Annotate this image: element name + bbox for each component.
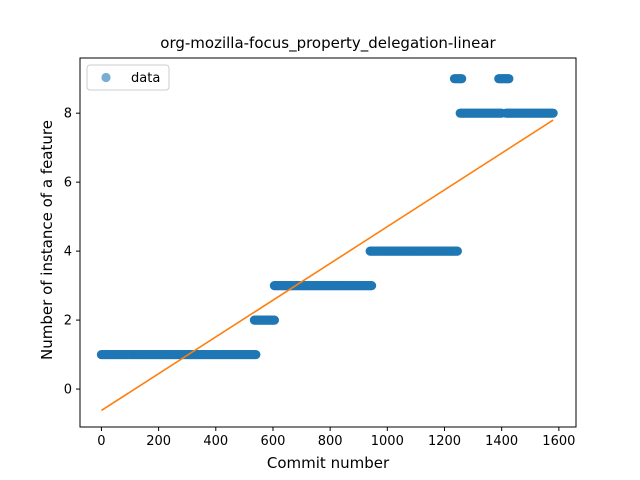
y-tick-label: 0	[64, 383, 72, 398]
x-tick-label: 1200	[428, 434, 461, 449]
legend: data	[86, 64, 170, 91]
y-tick-label: 2	[64, 314, 72, 329]
chart-title: org-mozilla-focus_property_delegation-li…	[160, 34, 496, 53]
plot-area: 0 200 400 600 800 1000 1200 1400 1600 0 2 4 6 8	[64, 57, 577, 449]
legend-box	[86, 64, 170, 91]
x-tick-label: 1600	[542, 434, 575, 449]
data-point	[269, 315, 279, 325]
x-tick-label: 400	[203, 434, 228, 449]
x-tick-label: 200	[146, 434, 171, 449]
x-tick-label: 1000	[371, 434, 404, 449]
data-point	[504, 74, 514, 84]
y-axis-label: Number of instance of a feature	[38, 120, 56, 360]
plot-frame	[79, 57, 577, 428]
legend-marker-data	[101, 72, 111, 83]
data-point	[367, 281, 377, 291]
fit-line	[101, 119, 554, 412]
chart-marks	[96, 74, 558, 412]
x-tick-label: 600	[261, 434, 286, 449]
x-axis-label: Commit number	[267, 454, 390, 472]
data-point	[548, 108, 558, 118]
data-point	[457, 74, 467, 84]
x-tick-label: 1400	[485, 434, 518, 449]
data-point	[452, 246, 462, 256]
y-tick-label: 4	[64, 245, 72, 260]
x-tick-label: 0	[97, 434, 105, 449]
y-tick-label: 6	[64, 176, 72, 191]
legend-label-data: data	[131, 71, 160, 86]
y-tick-label: 8	[64, 107, 72, 122]
x-tick-label: 800	[318, 434, 343, 449]
data-point	[251, 349, 261, 360]
